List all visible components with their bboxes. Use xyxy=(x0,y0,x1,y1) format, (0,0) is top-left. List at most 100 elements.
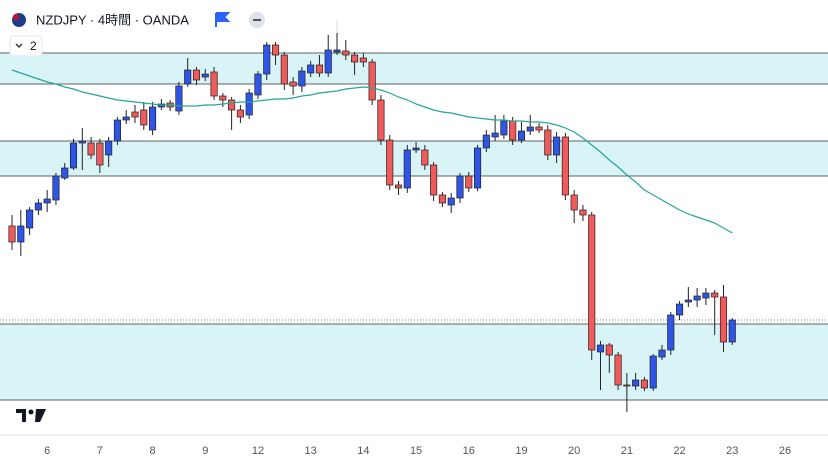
candle-body xyxy=(676,303,684,316)
candle-body xyxy=(359,57,367,63)
candle-body xyxy=(192,69,201,81)
tv-logo xyxy=(16,409,46,422)
candle-body xyxy=(438,194,446,204)
candle-body xyxy=(61,167,69,179)
candle-body xyxy=(8,225,16,243)
candle-body xyxy=(26,209,34,229)
x-tick-label: 19 xyxy=(515,445,527,457)
candle-body xyxy=(693,295,701,301)
candle-body xyxy=(640,379,648,389)
candle-body xyxy=(122,116,130,121)
candle-body xyxy=(605,344,613,356)
indicator-toggle[interactable] xyxy=(9,35,43,57)
candle-body xyxy=(333,49,341,53)
zone xyxy=(0,53,828,84)
candle-body xyxy=(500,120,508,136)
chevron xyxy=(15,43,23,48)
candle-body xyxy=(421,149,429,166)
candle-body xyxy=(219,95,227,101)
candle-body xyxy=(149,106,157,131)
header-bg xyxy=(0,0,828,33)
candle-body xyxy=(298,70,306,87)
candle-body xyxy=(289,81,297,87)
x-tick-label: 23 xyxy=(726,445,738,457)
candle-body xyxy=(588,214,596,351)
candle-body xyxy=(456,175,464,199)
moving-average xyxy=(11,69,733,234)
candle-body xyxy=(307,64,315,74)
zone xyxy=(0,324,828,400)
candle-body xyxy=(579,209,587,216)
candle-body xyxy=(17,225,25,243)
x-tick-label: 26 xyxy=(779,445,791,457)
candle-body xyxy=(711,292,719,298)
candle-body xyxy=(254,73,262,96)
candle-body xyxy=(175,85,183,112)
candle-body xyxy=(526,126,534,132)
candle-body xyxy=(201,73,209,78)
candle-body xyxy=(684,299,692,303)
candle-body xyxy=(491,132,499,138)
candle-body xyxy=(315,64,323,74)
candle-body xyxy=(596,344,605,353)
x-tick-label: 21 xyxy=(621,445,633,457)
x-tick-label: 20 xyxy=(568,445,580,457)
candle-body xyxy=(236,109,244,118)
flag-marker xyxy=(215,12,231,27)
tv-logo-part xyxy=(35,409,46,422)
candle-body xyxy=(245,92,253,116)
candle-body xyxy=(482,134,490,149)
candle-body xyxy=(649,355,657,389)
candle-body xyxy=(131,111,139,118)
candle-body xyxy=(263,44,271,75)
candle-body xyxy=(69,142,78,169)
x-tick-label: 7 xyxy=(97,445,103,457)
candle-body xyxy=(34,202,42,211)
x-tick-label: 9 xyxy=(202,445,208,457)
candle-body xyxy=(87,142,95,156)
candle-body xyxy=(632,379,640,387)
candle-body xyxy=(719,296,728,343)
candle-body xyxy=(702,292,710,299)
candle-body xyxy=(430,164,438,196)
candle-body xyxy=(667,314,675,351)
tv-logo-part xyxy=(28,409,34,415)
plot-area xyxy=(0,20,828,412)
candle-body xyxy=(377,99,385,141)
candle-body xyxy=(614,354,622,386)
candle-body xyxy=(52,175,60,201)
candle-body xyxy=(658,349,666,358)
candle-body xyxy=(210,71,218,97)
candle-body xyxy=(140,109,148,126)
x-tick-label: 15 xyxy=(410,445,422,457)
candle-body xyxy=(553,136,561,156)
candle-body xyxy=(412,147,420,151)
candle-body xyxy=(473,147,482,189)
x-tick-label: 13 xyxy=(305,445,317,457)
candle-body xyxy=(324,49,332,74)
candle-body xyxy=(96,142,104,166)
x-tick-label: 6 xyxy=(44,445,50,457)
candle-body xyxy=(342,50,350,56)
candle-body xyxy=(105,140,113,156)
tv-logo-part xyxy=(16,409,26,422)
candle-body xyxy=(544,129,552,156)
candle-body xyxy=(403,149,411,189)
candle-body xyxy=(623,384,631,387)
candle-body xyxy=(368,61,376,101)
candle-body xyxy=(465,175,473,189)
candle-body xyxy=(535,126,543,131)
candle-body xyxy=(351,54,359,63)
candle-body xyxy=(113,119,121,142)
candle-body xyxy=(561,136,569,196)
candle-body xyxy=(78,140,86,144)
candle-body xyxy=(394,184,403,189)
x-tick-label: 16 xyxy=(463,445,475,457)
candle-body xyxy=(271,44,280,56)
candle-body xyxy=(517,130,526,141)
candle-body xyxy=(184,69,192,85)
candle-body xyxy=(43,198,51,204)
symbol-title: NZDJPY · 4時間 · OANDA xyxy=(36,12,189,27)
